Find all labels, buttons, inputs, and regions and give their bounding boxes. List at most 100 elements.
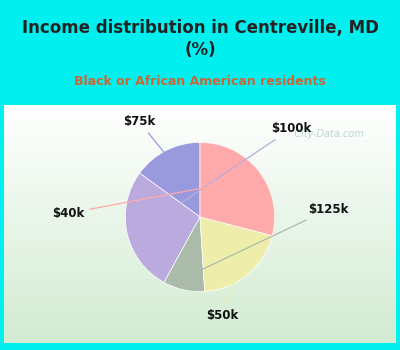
Bar: [4, 341, 396, 343]
Bar: [4, 135, 396, 137]
Bar: [4, 197, 396, 198]
Bar: [4, 286, 396, 287]
Bar: [4, 111, 396, 113]
Bar: [4, 218, 396, 219]
Wedge shape: [200, 142, 275, 236]
Bar: [4, 158, 396, 159]
Bar: [4, 330, 396, 332]
Bar: [4, 233, 396, 235]
Bar: [4, 154, 396, 156]
Bar: [4, 134, 396, 135]
Bar: [4, 221, 396, 222]
Bar: [4, 264, 396, 265]
Text: $100k: $100k: [142, 122, 311, 229]
Bar: [4, 294, 396, 295]
Bar: [4, 251, 396, 253]
Bar: [4, 173, 396, 175]
Bar: [4, 116, 396, 118]
Bar: [4, 297, 396, 299]
Bar: [4, 232, 396, 233]
Bar: [4, 237, 396, 238]
Bar: [4, 137, 396, 138]
Bar: [4, 172, 396, 173]
Bar: [4, 322, 396, 324]
Wedge shape: [140, 142, 200, 217]
Bar: [4, 107, 396, 108]
Bar: [4, 319, 396, 321]
Bar: [4, 276, 396, 278]
Bar: [4, 338, 396, 340]
Bar: [4, 151, 396, 153]
Bar: [4, 124, 396, 126]
Bar: [4, 119, 396, 121]
Bar: [4, 222, 396, 224]
Bar: [4, 226, 396, 227]
Bar: [4, 195, 396, 197]
Bar: [4, 314, 396, 316]
Bar: [4, 219, 396, 221]
Bar: [4, 110, 396, 111]
Bar: [4, 164, 396, 165]
Bar: [4, 156, 396, 158]
Wedge shape: [164, 217, 205, 292]
Bar: [4, 245, 396, 246]
Bar: [4, 126, 396, 127]
Bar: [4, 307, 396, 308]
Bar: [4, 208, 396, 210]
Bar: [4, 250, 396, 251]
Bar: [4, 203, 396, 205]
Bar: [4, 194, 396, 195]
Bar: [4, 227, 396, 229]
Bar: [4, 213, 396, 215]
Bar: [4, 295, 396, 297]
Bar: [4, 159, 396, 161]
Bar: [4, 181, 396, 183]
Text: $125k: $125k: [189, 203, 349, 275]
Bar: [4, 143, 396, 145]
Bar: [4, 170, 396, 172]
Bar: [4, 287, 396, 289]
Bar: [4, 210, 396, 211]
Bar: [4, 281, 396, 283]
Bar: [4, 121, 396, 122]
Bar: [4, 132, 396, 134]
Bar: [4, 188, 396, 189]
Bar: [4, 192, 396, 194]
Bar: [4, 191, 396, 192]
Bar: [4, 313, 396, 314]
Wedge shape: [125, 173, 200, 282]
Bar: [4, 114, 396, 116]
Bar: [4, 205, 396, 206]
Bar: [4, 278, 396, 280]
Bar: [4, 129, 396, 131]
Text: Black or African American residents: Black or African American residents: [74, 75, 326, 89]
Bar: [4, 273, 396, 275]
Bar: [4, 299, 396, 300]
Bar: [4, 149, 396, 151]
Bar: [4, 290, 396, 292]
Bar: [4, 335, 396, 337]
Bar: [4, 153, 396, 154]
Bar: [4, 267, 396, 268]
Bar: [4, 122, 396, 124]
Bar: [4, 324, 396, 326]
Bar: [4, 198, 396, 200]
Bar: [4, 180, 396, 181]
Bar: [4, 272, 396, 273]
Text: $40k: $40k: [52, 180, 246, 220]
Bar: [4, 162, 396, 164]
Bar: [4, 254, 396, 256]
Bar: [4, 240, 396, 242]
Bar: [4, 200, 396, 202]
Bar: [4, 270, 396, 272]
Bar: [4, 284, 396, 286]
Bar: [4, 118, 396, 119]
Bar: [4, 256, 396, 257]
Bar: [4, 131, 396, 132]
Bar: [4, 138, 396, 140]
Bar: [4, 292, 396, 294]
Bar: [4, 168, 396, 170]
Bar: [4, 332, 396, 334]
Bar: [4, 202, 396, 203]
Bar: [4, 316, 396, 317]
